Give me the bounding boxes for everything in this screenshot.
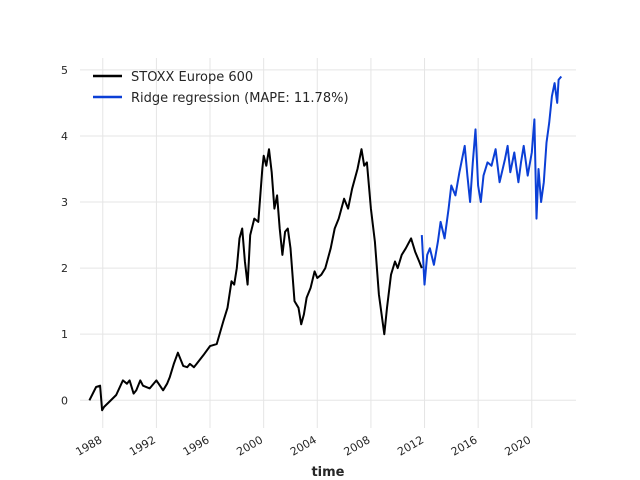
legend-label: Ridge regression (MAPE: 11.78%) [131,91,349,106]
x-tick-label: 1988 [74,433,105,458]
x-tick-label: 2020 [503,433,534,458]
legend-label: STOXX Europe 600 [131,70,253,85]
x-tick-label: 2004 [288,433,319,458]
y-tick-label: 2 [61,262,68,275]
x-tick-label: 1992 [127,433,158,458]
x-tick-label: 1996 [181,433,212,458]
y-axis-ticks: 0 1 2 3 4 5 [61,64,68,407]
x-tick-label: 2000 [234,433,265,458]
series-line-stoxx-europe-600 [88,148,423,412]
legend: STOXX Europe 600 Ridge regression (MAPE: … [93,70,349,106]
y-tick-label: 1 [61,328,68,341]
x-tick-label: 2008 [342,433,373,458]
y-tick-label: 0 [61,394,68,407]
series-line-ridge-regression [420,75,563,286]
series-lines [88,75,563,412]
y-tick-label: 3 [61,196,68,209]
x-tick-label: 2016 [449,433,480,458]
x-tick-label: 2012 [395,433,426,458]
grid [80,58,576,428]
x-axis-ticks: 1988 1992 1996 2000 2004 2008 2012 2016 2020 [74,433,534,458]
x-axis-label: time [311,465,344,480]
y-tick-label: 5 [61,64,68,77]
y-tick-label: 4 [61,130,68,143]
